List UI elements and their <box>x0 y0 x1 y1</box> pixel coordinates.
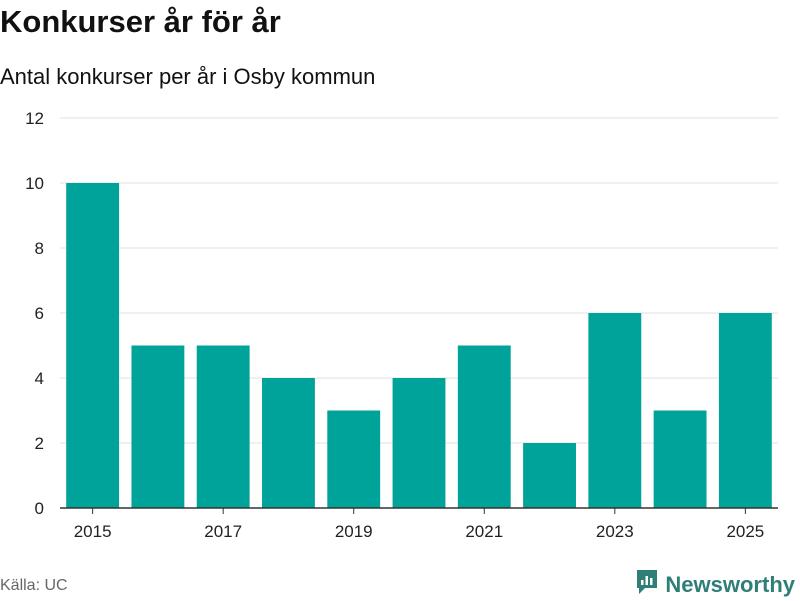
tick-labels: 0 2 4 6 8 10 12 2015 2017 2019 2021 2023 2025 <box>25 109 764 541</box>
bar-2021[interactable] <box>457 345 511 509</box>
y-tick-label: 12 <box>25 109 44 128</box>
bar-2025[interactable] <box>718 313 772 508</box>
newsworthy-logo-icon <box>635 568 659 601</box>
bar-chart: 0 2 4 6 8 10 12 2015 2017 2019 2021 2023 2025 <box>25 109 778 541</box>
x-tick-label: 2021 <box>465 522 503 541</box>
bar-2018[interactable] <box>262 378 315 508</box>
bar-2016[interactable] <box>131 345 185 509</box>
x-tick-label: 2017 <box>204 522 242 541</box>
bar-2019[interactable] <box>327 410 381 509</box>
y-tick-label: 10 <box>25 174 44 193</box>
bar-2022[interactable] <box>523 443 576 508</box>
y-tick-label: 0 <box>35 499 44 518</box>
brand-logo[interactable]: Newsworthy <box>635 568 795 601</box>
chart-subtitle: Antal konkurser per år i Osby kommun <box>0 64 376 89</box>
bars <box>66 183 772 508</box>
y-tick-label: 2 <box>35 434 44 453</box>
bar-2017[interactable] <box>196 345 250 509</box>
x-tick-label: 2023 <box>596 522 634 541</box>
bar-2024[interactable] <box>653 410 707 509</box>
brand-label: Newsworthy <box>665 571 795 597</box>
y-tick-label: 4 <box>35 369 44 388</box>
y-tick-label: 8 <box>35 239 44 258</box>
bar-2023[interactable] <box>588 313 642 508</box>
axes <box>60 507 778 514</box>
bar-2020[interactable] <box>392 378 446 508</box>
x-tick-label: 2019 <box>335 522 373 541</box>
bar-2015[interactable] <box>66 183 120 508</box>
y-tick-label: 6 <box>35 304 44 323</box>
source-note: Källa: UC <box>0 577 68 594</box>
chart-title: Konkurser år för år <box>0 4 281 39</box>
x-tick-label: 2025 <box>726 522 764 541</box>
x-tick-label: 2015 <box>74 522 112 541</box>
